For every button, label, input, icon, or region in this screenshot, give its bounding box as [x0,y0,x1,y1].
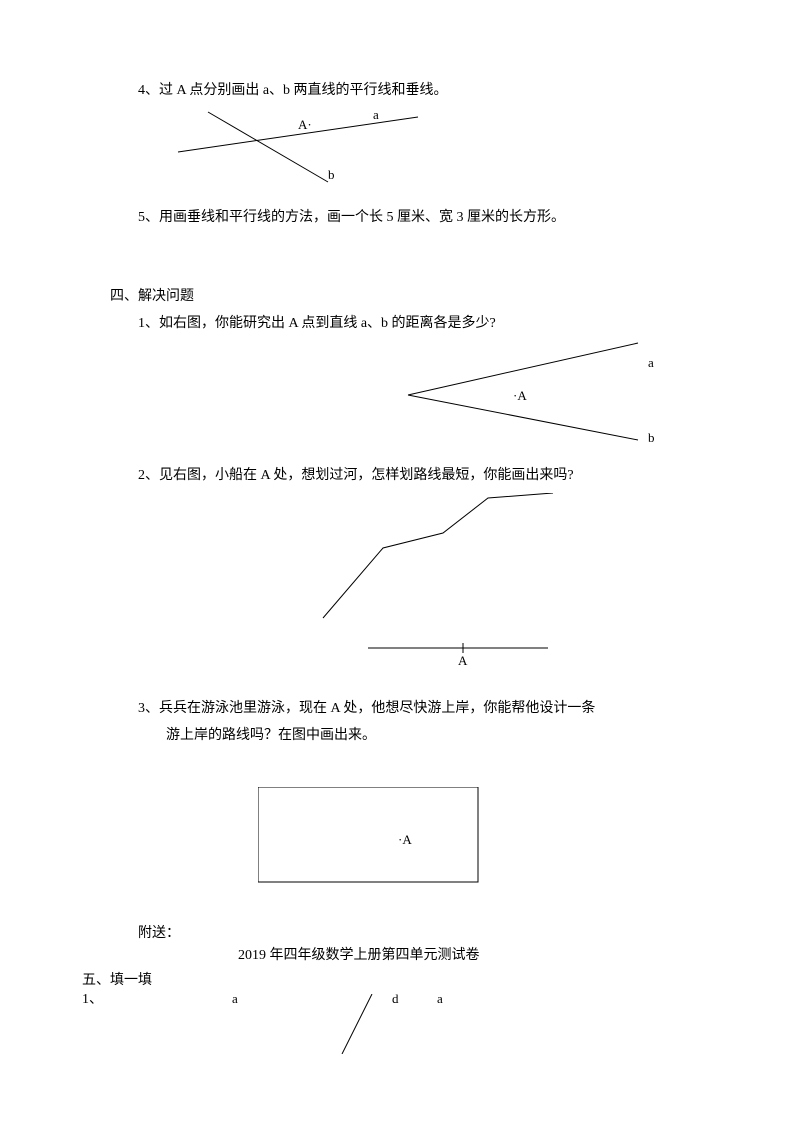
q4-label-a: a [373,107,379,123]
section4-title: 四、解决问题 [110,285,690,305]
appendix-title: 2019 年四年级数学上册第四单元测试卷 [138,944,690,964]
p1-label-b: b [648,430,655,446]
p3-text1: 3、兵兵在游泳池里游泳，现在 A 处，他想尽快游上岸，你能帮他设计一条 [138,698,690,720]
p1-label-a: a [648,355,654,371]
q4-label-point: A· [298,117,312,133]
p2-label-A: A [458,653,467,669]
p1-label-point: ·A [513,388,527,404]
p3-text2: 游上岸的路线吗？在图中画出来。 [138,725,690,747]
p2-diagram: A [268,493,690,668]
q4-text: 4、过 A 点分别画出 a、b 两直线的平行线和垂线。 [138,80,690,102]
q4-diagram: a A· b [138,107,690,187]
section5-title: 五、填一填 [82,969,690,989]
p1-diagram: a ·A b [138,340,690,445]
p1-text: 1、如右图，你能研究出 A 点到直线 a、b 的距离各是多少? [138,313,690,335]
p3-label-point: ·A [398,832,412,848]
p3-diagram: ·A [258,787,690,887]
appendix-label: 附送： [138,922,690,942]
q5-text: 5、用画垂线和平行线的方法，画一个长 5 厘米、宽 3 厘米的长方形。 [138,207,690,229]
p2-text: 2、见右图，小船在 A 处，想划过河，怎样划路线最短，你能画出来吗? [138,465,690,487]
q4-label-b: b [328,167,335,183]
